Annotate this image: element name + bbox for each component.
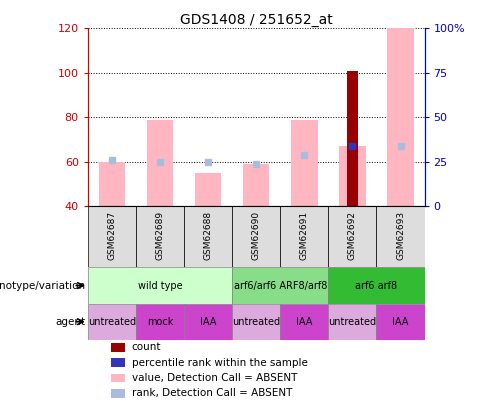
Bar bbox=[111, 358, 125, 367]
Bar bbox=[147, 119, 173, 206]
Bar bbox=[291, 119, 318, 206]
Bar bbox=[136, 206, 184, 267]
Text: IAA: IAA bbox=[392, 317, 408, 327]
Bar bbox=[376, 304, 425, 340]
Text: arf6/arf6 ARF8/arf8: arf6/arf6 ARF8/arf8 bbox=[234, 281, 327, 290]
Text: agent: agent bbox=[55, 317, 85, 327]
Text: GSM62693: GSM62693 bbox=[396, 211, 405, 260]
Text: GSM62692: GSM62692 bbox=[348, 211, 357, 260]
Bar bbox=[184, 206, 232, 267]
Text: GSM62689: GSM62689 bbox=[156, 211, 164, 260]
Text: percentile rank within the sample: percentile rank within the sample bbox=[132, 358, 307, 368]
Bar bbox=[280, 304, 328, 340]
Bar bbox=[376, 206, 425, 267]
Bar bbox=[88, 304, 136, 340]
Text: mock: mock bbox=[147, 317, 173, 327]
Text: genotype/variation: genotype/variation bbox=[0, 281, 85, 290]
Text: wild type: wild type bbox=[138, 281, 183, 290]
Bar bbox=[111, 343, 125, 352]
Text: untreated: untreated bbox=[88, 317, 136, 327]
Text: rank, Detection Call = ABSENT: rank, Detection Call = ABSENT bbox=[132, 388, 292, 398]
Bar bbox=[111, 374, 125, 382]
Bar bbox=[328, 267, 425, 304]
Bar bbox=[195, 173, 222, 206]
Text: untreated: untreated bbox=[328, 317, 376, 327]
Bar bbox=[280, 206, 328, 267]
Bar bbox=[232, 304, 280, 340]
Title: GDS1408 / 251652_at: GDS1408 / 251652_at bbox=[180, 13, 333, 27]
Bar bbox=[387, 28, 414, 206]
Bar bbox=[88, 267, 232, 304]
Bar bbox=[243, 164, 269, 206]
Bar bbox=[184, 304, 232, 340]
Text: GSM62690: GSM62690 bbox=[252, 211, 261, 260]
Text: GSM62691: GSM62691 bbox=[300, 211, 309, 260]
Text: IAA: IAA bbox=[296, 317, 312, 327]
Text: count: count bbox=[132, 342, 161, 352]
Text: IAA: IAA bbox=[200, 317, 216, 327]
Bar bbox=[111, 389, 125, 398]
Bar bbox=[136, 304, 184, 340]
Bar bbox=[88, 206, 136, 267]
Bar bbox=[347, 70, 358, 206]
Text: GSM62687: GSM62687 bbox=[107, 211, 117, 260]
Text: untreated: untreated bbox=[232, 317, 280, 327]
Bar bbox=[99, 162, 125, 206]
Text: GSM62688: GSM62688 bbox=[203, 211, 213, 260]
Bar bbox=[328, 304, 376, 340]
Bar bbox=[232, 267, 328, 304]
Bar bbox=[339, 146, 366, 206]
Bar bbox=[232, 206, 280, 267]
Text: value, Detection Call = ABSENT: value, Detection Call = ABSENT bbox=[132, 373, 297, 383]
Bar bbox=[328, 206, 376, 267]
Text: arf6 arf8: arf6 arf8 bbox=[355, 281, 398, 290]
